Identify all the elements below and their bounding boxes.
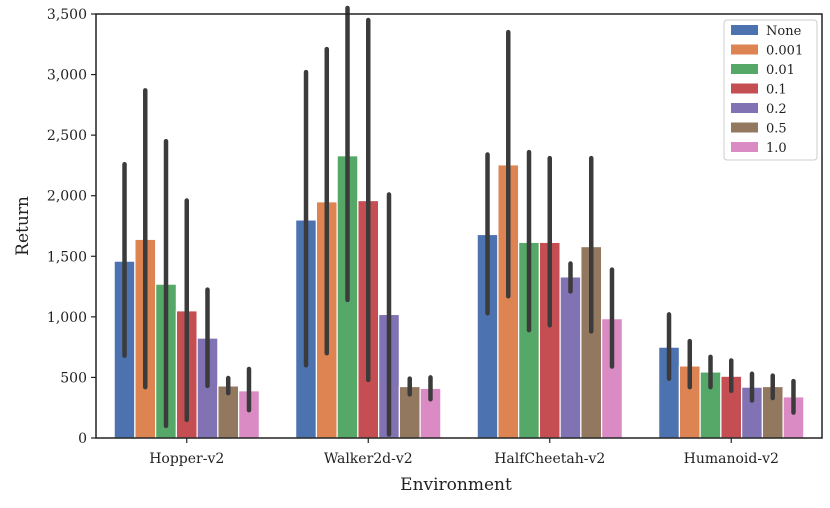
legend: None 0.001 0.01 0.1 0.2 0.5 1.0 xyxy=(723,19,818,161)
y-axis: 0 500 1,000 1,500 2,000 2,500 3,000 3,500 xyxy=(47,7,96,447)
x-axis-label: Environment xyxy=(400,475,512,495)
y-tick-label: 2,500 xyxy=(47,128,87,144)
legend-label: 0.2 xyxy=(766,102,787,117)
legend-label: 0.1 xyxy=(766,83,787,98)
errorbars-layer xyxy=(122,5,796,437)
legend-swatch xyxy=(731,64,758,74)
legend-label: 1.0 xyxy=(766,141,787,156)
y-tick-label: 3,000 xyxy=(47,68,87,84)
bars-layer xyxy=(113,155,805,439)
y-tick-label: 1,000 xyxy=(47,310,87,326)
legend-swatch xyxy=(731,83,758,94)
y-tick-label: 2,000 xyxy=(47,189,87,205)
y-axis-label: Return xyxy=(13,196,33,256)
legend-label: 0.01 xyxy=(766,63,795,78)
x-tick-label: Walker2d-v2 xyxy=(324,451,413,467)
legend-swatch xyxy=(731,103,758,113)
x-tick-label: Hopper-v2 xyxy=(149,451,224,467)
y-tick-label: 3,500 xyxy=(47,7,87,23)
legend-swatch xyxy=(731,122,758,133)
x-tick-label: Humanoid-v2 xyxy=(684,451,779,467)
y-tick-label: 0 xyxy=(78,431,87,447)
bar-halfcheetah-v2-0_2 xyxy=(559,276,582,439)
legend-label: 0.001 xyxy=(766,44,803,59)
legend-label: None xyxy=(766,24,802,39)
x-axis: Hopper-v2 Walker2d-v2 HalfCheetah-v2 Humano… xyxy=(149,438,779,467)
y-tick-label: 1,500 xyxy=(47,249,87,265)
plot-frame xyxy=(95,13,823,439)
legend-swatch xyxy=(731,44,758,55)
x-tick-label: HalfCheetah-v2 xyxy=(494,451,605,467)
y-tick-label: 500 xyxy=(60,370,87,386)
legend-swatch xyxy=(731,142,758,152)
legend-label: 0.5 xyxy=(766,122,787,137)
legend-swatch xyxy=(731,25,758,35)
